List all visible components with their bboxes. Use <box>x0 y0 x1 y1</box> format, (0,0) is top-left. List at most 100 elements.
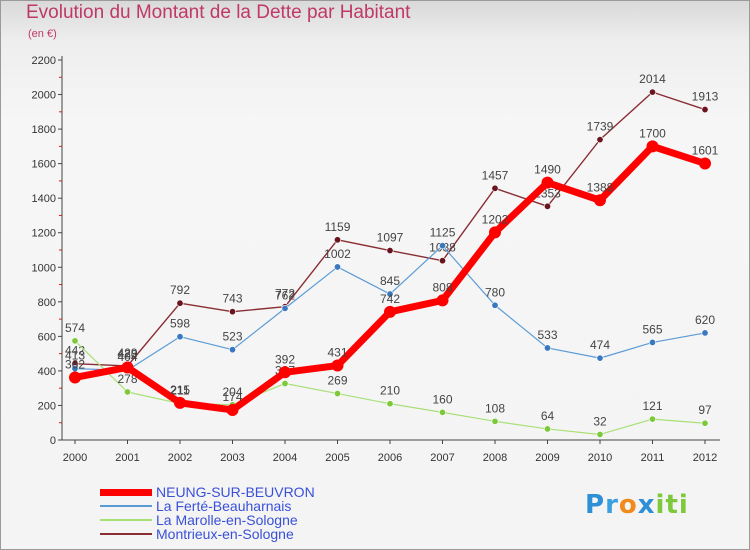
data-label: 211 <box>170 384 189 398</box>
data-label: 215 <box>170 383 190 397</box>
data-label: 1490 <box>534 163 561 177</box>
x-tick-label: 2004 <box>273 452 297 464</box>
data-label: 780 <box>485 285 505 299</box>
legend-swatch <box>100 519 152 521</box>
data-label: 1913 <box>692 90 719 104</box>
data-label: 429 <box>117 346 137 360</box>
data-label: 565 <box>642 322 662 336</box>
y-tick-label: 1400 <box>32 193 56 205</box>
data-point <box>701 419 709 427</box>
data-label: 431 <box>327 346 347 360</box>
data-point <box>333 263 341 271</box>
data-point <box>543 425 551 433</box>
logo-letter: x <box>637 490 656 520</box>
data-point <box>229 308 237 316</box>
data-point <box>174 396 186 409</box>
data-point <box>121 361 134 374</box>
data-label: 1097 <box>377 231 404 245</box>
data-label: 160 <box>432 392 452 406</box>
x-tick-label: 2010 <box>588 452 612 464</box>
data-point <box>333 236 341 244</box>
data-point <box>491 301 499 309</box>
data-point <box>699 157 711 170</box>
data-label: 1159 <box>325 220 351 234</box>
logo-letter: P <box>585 490 606 520</box>
data-label: 598 <box>170 317 190 331</box>
y-tick-label: 2000 <box>32 90 56 102</box>
x-tick-label: 2009 <box>535 452 559 464</box>
y-tick-label: 2200 <box>32 55 56 67</box>
data-point <box>646 140 659 153</box>
data-label: 772 <box>275 287 295 301</box>
legend-swatch <box>100 488 152 496</box>
data-point <box>281 380 289 388</box>
y-tick-label: 0 <box>50 435 56 447</box>
x-tick-label: 2005 <box>325 452 349 464</box>
data-point <box>438 257 446 265</box>
logo-letter: o <box>618 490 638 520</box>
data-label: 1202 <box>482 212 509 226</box>
data-label: 269 <box>327 374 347 388</box>
data-point <box>701 106 709 114</box>
data-point <box>543 202 551 210</box>
data-label: 64 <box>541 409 555 423</box>
data-label: 2014 <box>639 72 666 86</box>
y-tick-label: 1600 <box>32 159 56 171</box>
data-point <box>438 408 446 416</box>
data-point <box>176 333 184 341</box>
data-label: 1388 <box>587 180 614 194</box>
x-tick-label: 2007 <box>430 452 454 464</box>
data-point <box>596 136 604 144</box>
y-tick-label: 1000 <box>32 262 56 274</box>
data-label: 121 <box>642 399 662 413</box>
data-label: 620 <box>695 313 715 327</box>
data-label: 574 <box>65 321 85 335</box>
legend-label: NEUNG-SUR-BEUVRON <box>156 484 315 500</box>
data-point <box>176 299 184 307</box>
data-point <box>436 294 449 307</box>
data-label: 792 <box>170 283 190 297</box>
data-point <box>69 371 81 384</box>
data-point <box>648 415 656 423</box>
x-tick-label: 2002 <box>168 452 192 464</box>
data-label: 204 <box>222 385 242 399</box>
data-label: 1002 <box>324 247 351 261</box>
data-point <box>226 403 239 416</box>
data-label: 762 <box>275 288 295 302</box>
logo-letter: t <box>665 490 679 520</box>
data-label: 392 <box>275 352 295 366</box>
data-point <box>384 305 396 318</box>
logo-letter: i <box>678 490 689 520</box>
data-point <box>543 344 551 352</box>
data-point <box>489 226 501 239</box>
legend-swatch <box>100 533 152 535</box>
data-point <box>438 242 446 250</box>
data-point <box>71 337 79 345</box>
data-label: 442 <box>65 344 85 358</box>
logo-letter: i <box>655 490 666 520</box>
x-tick-label: 2012 <box>693 452 717 464</box>
data-label: 413 <box>65 349 85 363</box>
data-point <box>386 290 394 298</box>
data-point <box>594 194 606 207</box>
data-point <box>386 400 394 408</box>
data-point <box>333 390 341 398</box>
data-label: 845 <box>380 274 400 288</box>
data-point <box>648 88 656 96</box>
data-label: 97 <box>698 403 712 417</box>
data-point <box>491 417 499 425</box>
data-point <box>386 247 394 255</box>
x-tick-label: 2003 <box>220 452 244 464</box>
legend-label: La Marolle-en-Sologne <box>156 512 298 528</box>
data-point <box>596 354 604 362</box>
legend-label: Montrieux-en-Sologne <box>156 526 294 542</box>
x-tick-label: 2011 <box>641 452 665 464</box>
data-label: 533 <box>537 328 557 342</box>
data-point <box>229 346 237 354</box>
chart-title: Evolution du Montant de la Dette par Hab… <box>26 2 411 23</box>
data-label: 808 <box>432 280 452 294</box>
data-point <box>491 184 499 192</box>
data-label: 108 <box>485 401 505 415</box>
